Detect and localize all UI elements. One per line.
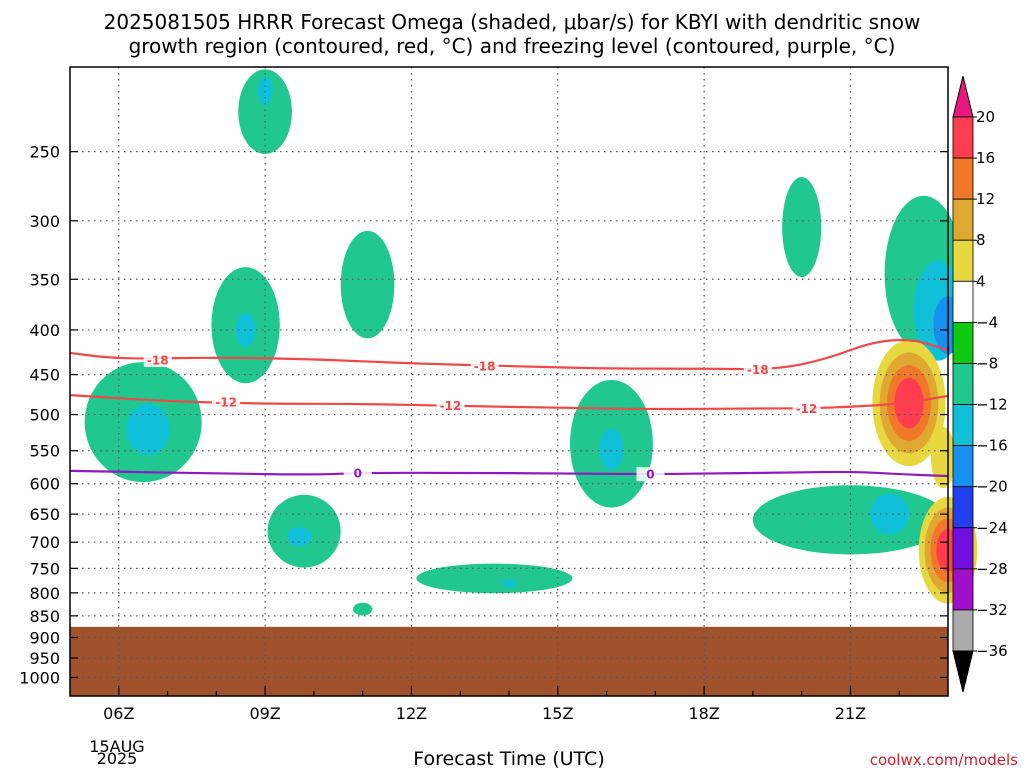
- omega-cell-24-band: [416, 563, 573, 594]
- colorbar-swatch-10: [952, 486, 974, 529]
- y-tick-label-400: 400: [29, 321, 60, 340]
- omega-cell-2-band: [235, 312, 256, 348]
- colorbar-swatch-9: [952, 445, 974, 488]
- omega-cell-4-band: [257, 76, 273, 106]
- contour-label-bg-2-2: [436, 398, 465, 413]
- y-tick-label-700: 700: [29, 533, 60, 552]
- y-tick-label-500: 500: [29, 406, 60, 425]
- colorbar-swatch-1: [952, 116, 974, 159]
- contour-label-1-1: -18: [147, 353, 169, 367]
- y-tick-label-750: 750: [29, 559, 60, 578]
- x-axis-ticks: 06Z 09Z 12Z 15Z 18Z 21Z: [69, 686, 949, 723]
- contour-label-bg-2-3: [792, 401, 821, 416]
- omega-cell-3-band: [238, 69, 292, 154]
- colorbar-bottom-arrow: [952, 650, 974, 693]
- x-axis-label: Forecast Time (UTC): [413, 748, 604, 768]
- colorbar-label-2: 16: [976, 149, 995, 167]
- y-tick-label-350: 350: [29, 270, 60, 289]
- site-credit: coolwx.com/models: [870, 751, 1018, 768]
- chart-title-line-2: growth region (contoured, red, °C) and f…: [129, 34, 896, 58]
- colorbar-label-3: 12: [976, 190, 995, 208]
- colorbar-swatch-6: [952, 321, 974, 364]
- y-axis-ticks: 250 300 350 400 450 500 550 600 650 700 750 800 850 9…: [19, 143, 948, 687]
- y-tick-label-900: 900: [29, 629, 60, 648]
- omega-cell-26-band: [352, 602, 373, 616]
- colorbar-swatch-11: [952, 527, 974, 570]
- x-tick-label-09Z: 09Z: [249, 704, 280, 723]
- y-tick-label-800: 800: [29, 584, 60, 603]
- contour-label-1-2: -18: [474, 360, 496, 374]
- colorbar: 20 16 12 8 4 −4 −8 −12 −16 −20 −24 −28 −32 −36: [952, 75, 1008, 693]
- y-tick-label-950: 950: [29, 649, 60, 668]
- omega-shaded-field: [84, 69, 978, 616]
- colorbar-label-4: 8: [976, 231, 986, 249]
- contour-label-bg-1-3: [743, 362, 772, 377]
- contour-label-bg-1-1: [143, 352, 172, 367]
- x-tick-label-21Z: 21Z: [835, 704, 866, 723]
- y-tick-label-450: 450: [29, 366, 60, 385]
- omega-cell-42-band: [930, 427, 956, 489]
- contour-label-2-2: -12: [440, 399, 462, 413]
- omega-cell-34-band: [782, 177, 822, 278]
- colorbar-swatch-8: [952, 404, 974, 447]
- colorbar-swatch-12: [952, 568, 974, 611]
- y-tick-label-650: 650: [29, 505, 60, 524]
- contour-label-1-3: -18: [747, 363, 769, 377]
- omega-cell-28-band: [599, 428, 624, 471]
- colorbar-label-11: −24: [976, 519, 1008, 537]
- omega-cell-36-band: [869, 493, 909, 535]
- x-tick-label-15Z: 15Z: [542, 704, 573, 723]
- omega-cell-35-band: [752, 485, 948, 555]
- contour-label-bg-1-2: [470, 359, 499, 374]
- colorbar-swatch-2: [952, 157, 974, 200]
- chart-title-line-1: 2025081505 HRRR Forecast Omega (shaded, …: [104, 10, 921, 34]
- colorbar-label-8: −12: [976, 396, 1008, 414]
- colorbar-label-14: −36: [976, 642, 1008, 660]
- ground-region: [70, 626, 948, 696]
- colorbar-swatch-4: [952, 239, 974, 282]
- y-tick-label-550: 550: [29, 442, 60, 461]
- contour-label-bg-3-1: [343, 465, 372, 480]
- date-label-year: 2025: [97, 749, 138, 768]
- y-tick-label-1000: 1000: [19, 668, 60, 687]
- y-tick-label-250: 250: [29, 143, 60, 162]
- omega-cell-5-band: [340, 230, 395, 339]
- omega-cell-25-band: [501, 579, 517, 588]
- colorbar-label-9: −16: [976, 437, 1008, 455]
- colorbar-swatch-13: [952, 609, 974, 652]
- temperature-contours: -18 -18 -18 -12 -12 -12 0 0: [69, 338, 949, 482]
- grid-lines: [70, 67, 948, 696]
- contour-label-bg-2-1: [212, 395, 241, 410]
- colorbar-label-12: −28: [976, 560, 1008, 578]
- omega-cell-23-band: [287, 526, 312, 547]
- date-label-day: 15AUG: [89, 737, 144, 756]
- x-tick-label-18Z: 18Z: [688, 704, 719, 723]
- colorbar-label-1: 20: [976, 108, 995, 126]
- y-tick-label-300: 300: [29, 212, 60, 231]
- x-tick-label-06Z: 06Z: [103, 704, 134, 723]
- contour-label-2-3: -12: [796, 402, 818, 416]
- colorbar-swatch-3: [952, 198, 974, 241]
- y-tick-label-850: 850: [29, 607, 60, 626]
- colorbar-label-5: 4: [976, 272, 986, 290]
- contour-label-3-1: 0: [354, 466, 362, 480]
- colorbar-swatch-7: [952, 363, 974, 405]
- colorbar-swatch-5: [952, 280, 974, 323]
- colorbar-label-6: −4: [976, 313, 998, 331]
- contour-label-2-1: -12: [215, 396, 237, 410]
- contour-label-bg-3-2: [636, 467, 665, 482]
- x-tick-label-12Z: 12Z: [396, 704, 427, 723]
- colorbar-label-13: −32: [976, 601, 1008, 619]
- omega-cell-7-band: [126, 403, 170, 456]
- contour-label-3-2: 0: [646, 468, 654, 482]
- y-tick-label-600: 600: [29, 475, 60, 494]
- colorbar-label-7: −8: [976, 354, 998, 372]
- contour-line-3: [69, 469, 949, 478]
- colorbar-label-10: −20: [976, 478, 1008, 496]
